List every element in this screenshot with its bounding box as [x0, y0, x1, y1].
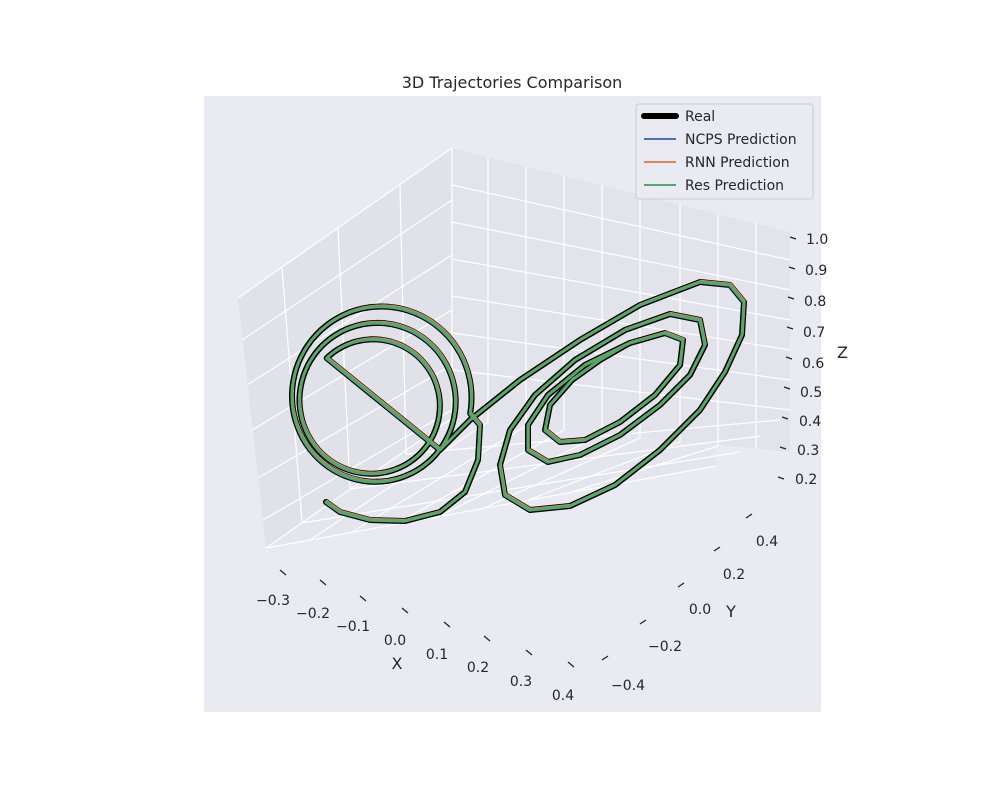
- x-tick-label: −0.3: [256, 593, 290, 609]
- x-axis: −0.3 −0.2 −0.1 0.0 0.1 0.2 0.3 0.4 X: [256, 569, 575, 704]
- y-tick-label: 0.0: [689, 602, 711, 618]
- y-axis: −0.4 −0.2 0.0 0.2 0.4 Y: [601, 513, 778, 694]
- z-tick-label: 1.0: [806, 232, 828, 248]
- z-tick-label: 0.4: [799, 414, 821, 430]
- y-tick-label: 0.4: [756, 534, 778, 550]
- x-tick-label: 0.0: [384, 633, 406, 649]
- z-tick-label: 0.5: [800, 385, 822, 401]
- back-wall-pane: [452, 148, 790, 452]
- legend: Real NCPS Prediction RNN Prediction Res …: [635, 103, 814, 200]
- x-tick-label: −0.1: [336, 619, 370, 635]
- x-tick-label: 0.4: [552, 688, 574, 704]
- trajectories: [289, 279, 747, 524]
- z-tick-label: 0.8: [804, 294, 826, 310]
- x-axis-label: X: [392, 654, 403, 673]
- y-tick-label: 0.2: [723, 567, 745, 583]
- legend-label-ncps: NCPS Prediction: [685, 132, 797, 148]
- chart-title: 3D Trajectories Comparison: [402, 73, 623, 92]
- series-res-line: [290, 280, 746, 523]
- z-tick-label: 0.9: [805, 263, 827, 279]
- legend-label-res: Res Prediction: [685, 178, 784, 194]
- x-tick-label: 0.1: [426, 647, 448, 663]
- y-axis-label: Y: [725, 602, 736, 621]
- y-tick-label: −0.2: [648, 639, 682, 655]
- y-tick-label: −0.4: [611, 678, 645, 694]
- grid-lines: [237, 147, 791, 549]
- legend-label-rnn: RNN Prediction: [685, 155, 790, 171]
- x-tick-label: −0.2: [296, 606, 330, 622]
- legend-label-real: Real: [685, 109, 715, 125]
- x-tick-label: 0.3: [510, 674, 532, 690]
- z-tick-label: 0.2: [795, 472, 817, 488]
- z-tick-label: 0.6: [802, 356, 824, 372]
- z-axis-label: Z: [837, 343, 848, 362]
- x-tick-label: 0.2: [467, 660, 489, 676]
- z-axis: 0.2 0.3 0.4 0.5 0.6 0.7 0.8 0.9 1.0 Z: [777, 232, 848, 488]
- z-tick-label: 0.7: [803, 325, 825, 341]
- z-tick-label: 0.3: [797, 443, 819, 459]
- legend-box: [635, 103, 814, 200]
